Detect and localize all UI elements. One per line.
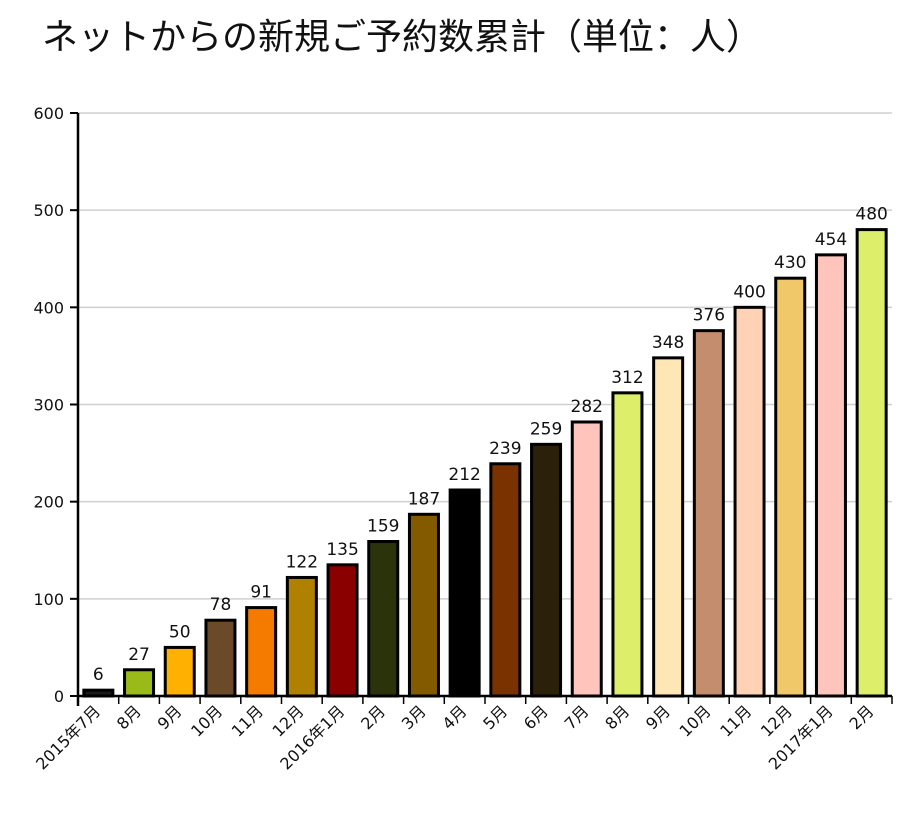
bar-3 bbox=[204, 618, 237, 698]
bar-1 bbox=[123, 668, 156, 698]
bar-17 bbox=[774, 276, 807, 698]
bar-16 bbox=[733, 305, 766, 698]
x-tick-label-14: 9月 bbox=[642, 701, 674, 733]
data-label-19: 480 bbox=[855, 205, 887, 225]
x-tick-label-7: 2月 bbox=[357, 701, 389, 733]
x-tick-label-19: 2月 bbox=[846, 701, 878, 733]
bar-4 bbox=[245, 606, 278, 698]
chart-title: ネットからの新規ご予約数累計（単位：人） bbox=[42, 17, 763, 58]
x-tick-label-1: 8月 bbox=[113, 701, 145, 733]
x-tick-label-0: 2015年7月 bbox=[32, 701, 104, 773]
y-tick-label-300: 300 bbox=[33, 396, 64, 415]
bar-0 bbox=[82, 688, 115, 698]
data-label-2: 50 bbox=[169, 622, 191, 642]
x-tick-label-2: 9月 bbox=[154, 701, 186, 733]
bar-9 bbox=[448, 488, 481, 698]
bar-11 bbox=[530, 442, 563, 698]
x-tick-label-16: 11月 bbox=[716, 701, 755, 740]
data-label-17: 430 bbox=[774, 253, 806, 273]
data-label-10: 239 bbox=[489, 439, 521, 459]
data-label-4: 91 bbox=[250, 583, 272, 603]
data-label-15: 376 bbox=[693, 306, 725, 326]
data-label-9: 212 bbox=[448, 465, 480, 485]
bar-6 bbox=[326, 563, 359, 698]
x-tick-label-11: 6月 bbox=[520, 701, 552, 733]
bar-5 bbox=[285, 575, 318, 698]
y-tick-label-0: 0 bbox=[54, 687, 64, 706]
x-tick-label-3: 10月 bbox=[187, 701, 226, 740]
data-label-7: 159 bbox=[367, 517, 399, 537]
y-tick-label-400: 400 bbox=[33, 298, 64, 317]
x-tick-label-4: 11月 bbox=[228, 701, 267, 740]
bar-7 bbox=[367, 540, 400, 698]
bar-12 bbox=[570, 420, 603, 698]
data-label-3: 78 bbox=[210, 595, 232, 615]
x-tick-label-9: 4月 bbox=[439, 701, 471, 733]
bar-15 bbox=[692, 329, 725, 698]
data-label-0: 6 bbox=[93, 665, 104, 685]
data-label-13: 312 bbox=[611, 368, 643, 388]
data-label-12: 282 bbox=[571, 397, 603, 417]
data-label-16: 400 bbox=[733, 282, 765, 302]
bar-8 bbox=[407, 512, 440, 698]
bar-10 bbox=[489, 462, 522, 698]
data-label-18: 454 bbox=[815, 230, 847, 250]
data-label-14: 348 bbox=[652, 333, 684, 353]
bar-19 bbox=[855, 228, 888, 698]
data-label-6: 135 bbox=[326, 540, 358, 560]
x-tick-label-13: 8月 bbox=[601, 701, 633, 733]
x-tick-label-12: 7月 bbox=[561, 701, 593, 733]
bar-14 bbox=[652, 356, 685, 698]
y-tick-label-100: 100 bbox=[33, 590, 64, 609]
data-label-11: 259 bbox=[530, 419, 562, 439]
y-tick-label-500: 500 bbox=[33, 201, 64, 220]
data-label-5: 122 bbox=[286, 552, 318, 572]
x-tick-label-15: 10月 bbox=[676, 701, 715, 740]
x-tick-label-8: 3月 bbox=[398, 701, 430, 733]
bar-18 bbox=[814, 253, 847, 698]
bar-13 bbox=[611, 391, 644, 698]
data-label-8: 187 bbox=[408, 489, 440, 509]
x-tick-label-10: 5月 bbox=[479, 701, 511, 733]
data-label-1: 27 bbox=[128, 645, 150, 665]
y-tick-label-200: 200 bbox=[33, 493, 64, 512]
y-tick-label-600: 600 bbox=[33, 104, 64, 123]
bar-2 bbox=[163, 645, 196, 698]
